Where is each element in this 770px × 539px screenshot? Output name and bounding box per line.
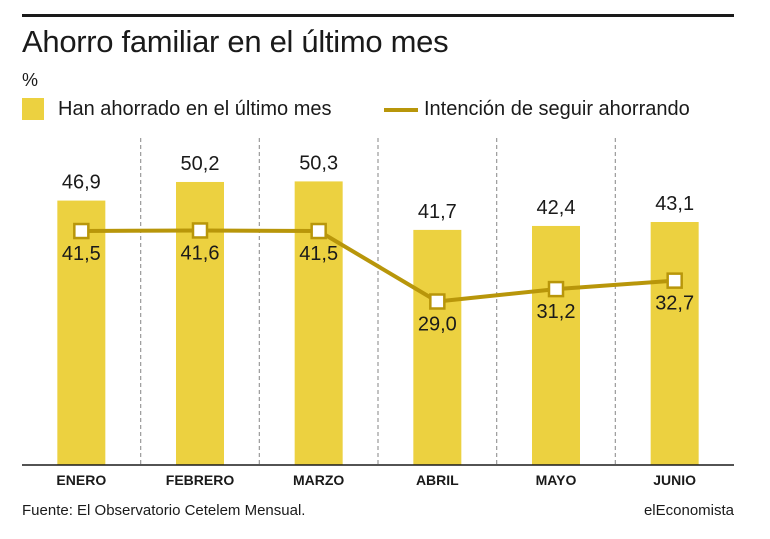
bar-enero xyxy=(57,200,106,465)
line-value-label: 41,5 xyxy=(62,243,101,265)
bar-abril xyxy=(413,229,462,465)
bar-value-label: 46,9 xyxy=(62,172,101,194)
legend-bar-label: Han ahorrado en el último mes xyxy=(58,98,332,120)
legend-line-label: Intención de seguir ahorrando xyxy=(424,98,690,120)
bar-value-label: 50,3 xyxy=(299,152,338,174)
x-tick-label: ENERO xyxy=(56,472,106,488)
line-point xyxy=(191,222,209,239)
x-tick-label: ABRIL xyxy=(416,472,459,488)
legend-line-swatch xyxy=(384,108,418,112)
line-point xyxy=(547,280,565,298)
bar-value-label: 42,4 xyxy=(537,197,576,219)
footer-brand: elEconomista xyxy=(643,502,734,519)
x-tick-label: FEBRERO xyxy=(166,472,235,488)
line-point xyxy=(666,272,683,289)
top-rule xyxy=(22,14,734,17)
line-point xyxy=(310,222,327,240)
legend-bar-swatch xyxy=(22,98,44,120)
bar-value-label: 41,7 xyxy=(418,201,457,223)
line-value-label: 41,6 xyxy=(181,242,220,264)
x-tick-label: MARZO xyxy=(293,472,344,488)
line-value-label: 41,5 xyxy=(299,243,338,265)
x-tick-label: JUNIO xyxy=(653,472,696,488)
unit-label: % xyxy=(22,70,39,90)
line-value-label: 32,7 xyxy=(655,293,694,315)
bar-value-label: 50,2 xyxy=(181,153,220,175)
footer-source: Fuente: El Observatorio Cetelem Mensual. xyxy=(22,502,306,519)
line-value-label: 29,0 xyxy=(418,314,457,336)
line-series xyxy=(81,228,675,304)
line-point xyxy=(429,293,446,310)
line-value-label: 31,2 xyxy=(537,301,576,323)
bar-value-label: 43,1 xyxy=(655,193,694,215)
bar-junio xyxy=(650,222,699,465)
line-point xyxy=(73,222,90,240)
bar-mayo xyxy=(532,225,580,465)
x-tick-label: MAYO xyxy=(536,472,577,488)
chart-title: Ahorro familiar en el último mes xyxy=(22,24,449,59)
